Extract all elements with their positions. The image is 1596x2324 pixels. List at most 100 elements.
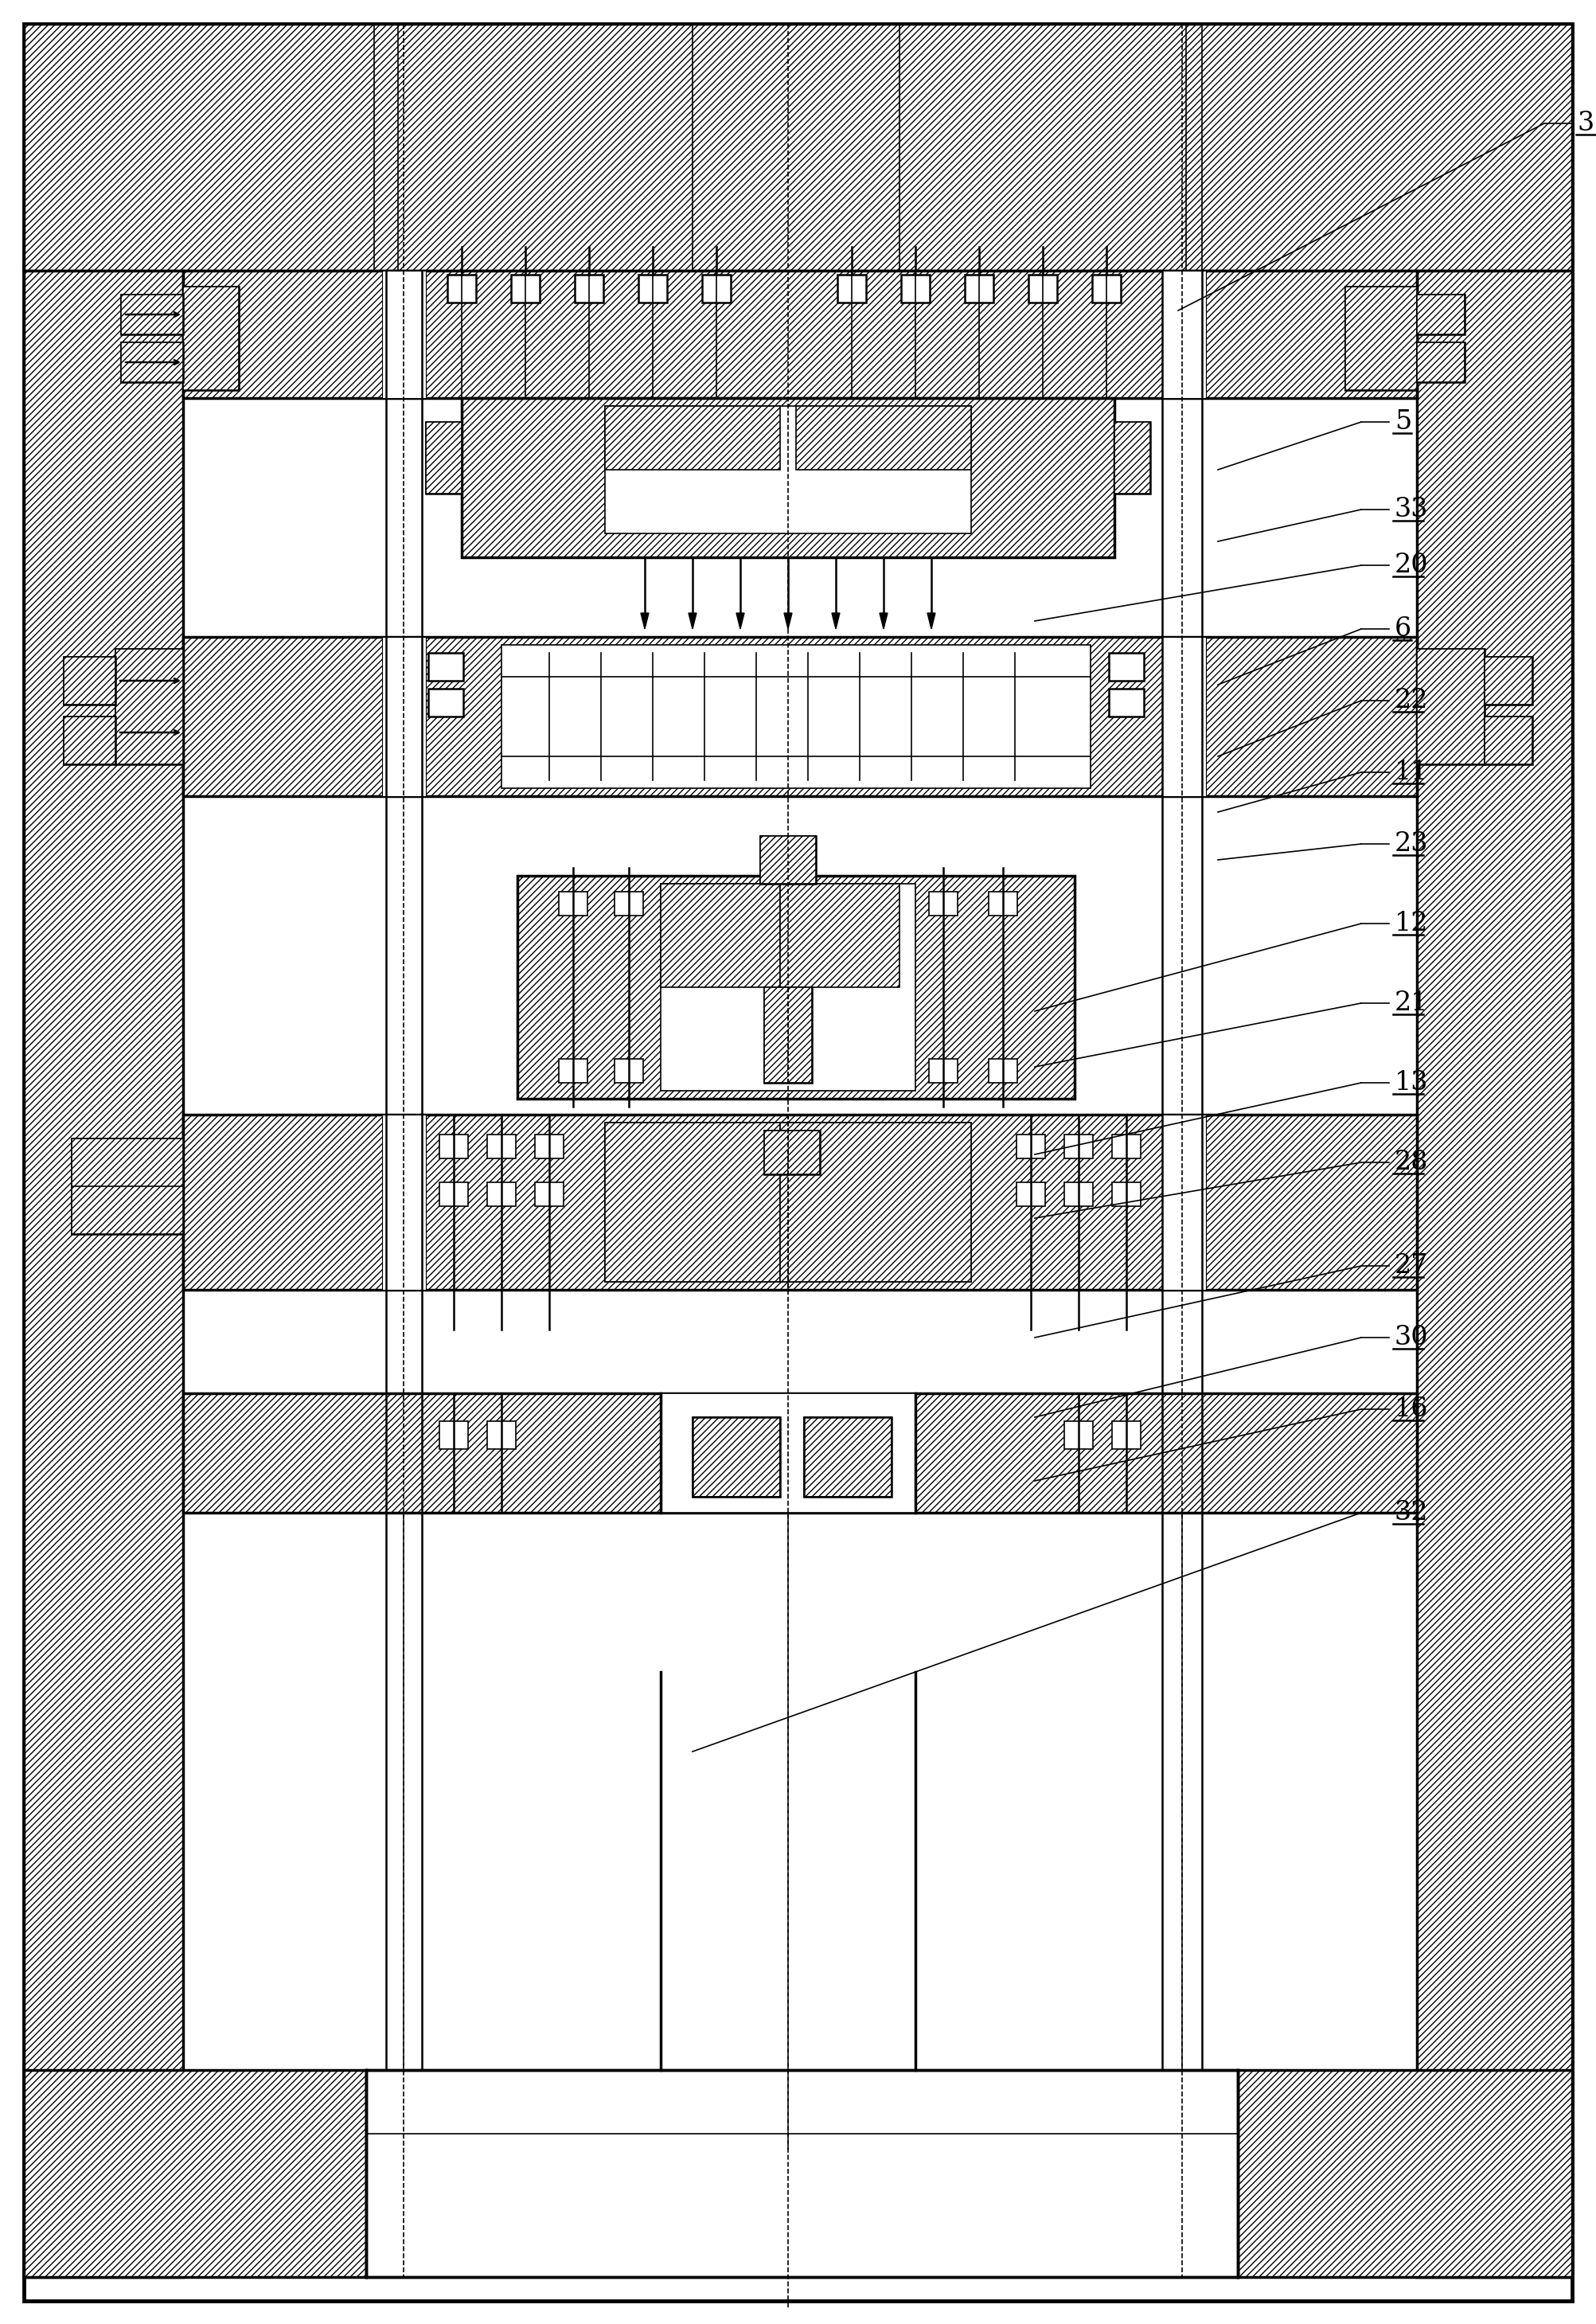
Bar <box>184 1116 1417 1290</box>
Bar <box>796 407 970 469</box>
Bar <box>535 1183 563 1206</box>
Bar <box>1092 274 1120 302</box>
Bar <box>1484 658 1532 704</box>
Bar <box>764 988 812 1083</box>
Bar <box>184 1116 1417 1290</box>
Bar <box>988 892 1017 916</box>
Bar <box>426 423 461 493</box>
Polygon shape <box>640 614 648 630</box>
Bar <box>64 716 115 765</box>
Bar <box>1417 270 1572 2278</box>
Bar <box>121 295 184 335</box>
Bar <box>184 270 1417 397</box>
Bar <box>24 270 184 2278</box>
Bar <box>115 648 184 765</box>
Bar <box>439 1134 468 1157</box>
Bar <box>184 270 1417 397</box>
Bar <box>605 1122 970 1283</box>
Bar <box>614 892 643 916</box>
Bar <box>575 274 603 302</box>
Bar <box>1417 295 1465 335</box>
Bar <box>804 1418 892 1497</box>
Bar <box>638 274 667 302</box>
Bar <box>1162 637 1207 797</box>
Bar <box>838 274 867 302</box>
Polygon shape <box>927 614 935 630</box>
Bar <box>1112 1183 1141 1206</box>
Bar <box>760 837 816 883</box>
Text: 20: 20 <box>1395 553 1428 579</box>
Bar <box>764 1129 820 1174</box>
Bar <box>184 637 1417 797</box>
Bar <box>64 658 115 704</box>
Bar <box>121 342 184 381</box>
Bar <box>1345 286 1417 390</box>
Bar <box>1065 1134 1093 1157</box>
Bar <box>1417 648 1484 765</box>
Bar <box>1345 286 1417 390</box>
Bar <box>501 644 1090 788</box>
Bar <box>1417 270 1572 2278</box>
Bar <box>381 270 426 397</box>
Bar <box>461 397 1114 558</box>
Text: 5: 5 <box>1395 409 1411 435</box>
Bar <box>487 1183 516 1206</box>
Bar <box>559 1060 587 1083</box>
Bar <box>121 295 184 335</box>
Bar <box>605 407 970 535</box>
Text: 21: 21 <box>1395 990 1428 1016</box>
Bar <box>1114 423 1151 493</box>
Bar <box>1238 2071 1572 2278</box>
Bar <box>426 423 461 493</box>
Bar <box>702 274 731 302</box>
Bar <box>24 270 184 2278</box>
Polygon shape <box>784 614 792 630</box>
Bar <box>764 988 812 1083</box>
Bar <box>184 286 239 390</box>
Bar <box>1484 658 1532 704</box>
Text: 22: 22 <box>1395 688 1428 713</box>
Bar <box>614 1060 643 1083</box>
Polygon shape <box>688 614 696 630</box>
Bar <box>1114 423 1151 493</box>
Bar <box>1109 688 1144 716</box>
Bar <box>487 1134 516 1157</box>
Bar <box>988 1060 1017 1083</box>
Bar <box>184 637 1417 797</box>
Bar <box>64 658 115 704</box>
Bar <box>764 1129 820 1174</box>
Bar <box>115 648 184 765</box>
Bar <box>693 1418 780 1497</box>
Bar <box>605 407 780 469</box>
Bar <box>439 1422 468 1450</box>
Bar <box>1417 648 1484 765</box>
Bar <box>804 1418 892 1497</box>
Bar <box>184 1394 1417 1513</box>
Bar <box>1112 1134 1141 1157</box>
Bar <box>24 23 1572 270</box>
Bar <box>447 274 476 302</box>
Bar <box>1065 1183 1093 1206</box>
Text: 30: 30 <box>1395 1325 1428 1350</box>
Text: 23: 23 <box>1395 832 1428 858</box>
Bar <box>365 2071 1238 2278</box>
Bar <box>184 1394 1417 1513</box>
Bar <box>184 286 239 390</box>
Bar <box>1109 653 1144 681</box>
Bar <box>1484 716 1532 765</box>
Bar <box>517 876 1074 1099</box>
Text: 33: 33 <box>1395 497 1428 523</box>
Bar <box>780 1122 970 1283</box>
Polygon shape <box>879 614 887 630</box>
Bar <box>1417 342 1465 381</box>
Bar <box>902 274 930 302</box>
Bar <box>487 1422 516 1450</box>
Text: 16: 16 <box>1395 1397 1428 1422</box>
Bar <box>24 2071 365 2278</box>
Bar <box>661 1394 916 1513</box>
Bar <box>72 1139 184 1234</box>
Text: 6: 6 <box>1395 616 1411 641</box>
Bar <box>559 892 587 916</box>
Bar <box>693 1418 780 1497</box>
Bar <box>72 1139 184 1234</box>
